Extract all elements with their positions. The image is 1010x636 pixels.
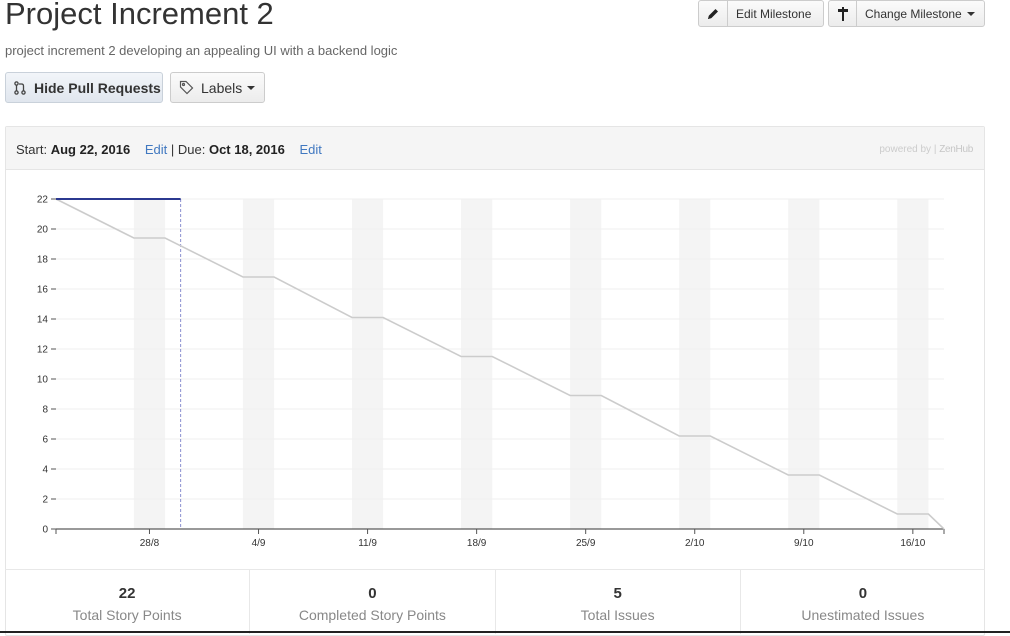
weekend-band: [679, 199, 711, 529]
stat-value: 22: [118, 585, 136, 602]
weekend-band: [570, 199, 602, 529]
due-label: Due:: [177, 142, 206, 157]
due-date: Oct 18, 2016: [208, 142, 285, 157]
x-tick-label: 11/9: [358, 538, 377, 549]
zenhub-logo: ZenHub: [939, 144, 973, 155]
labels-label: Labels: [201, 79, 243, 96]
change-milestone-button[interactable]: Change Milestone: [828, 0, 985, 27]
y-tick-label: 12: [37, 345, 49, 356]
x-tick-label: 25/9: [576, 538, 596, 549]
weekend-band: [788, 199, 820, 529]
stat-value: 0: [368, 585, 377, 602]
y-tick-label: 6: [42, 435, 48, 446]
y-tick-label: 4: [42, 465, 48, 476]
y-tick-label: 20: [37, 225, 49, 236]
weekend-band: [461, 199, 493, 529]
y-tick-label: 10: [37, 375, 49, 386]
tag-icon: [171, 73, 201, 102]
stat-total-issues: 5 Total Issues: [496, 570, 741, 634]
weekend-band: [133, 199, 166, 529]
burndown-header: Start: Aug 22, 2016 Edit | Due: Oct 18, …: [6, 127, 984, 170]
labels-dropdown[interactable]: Labels: [170, 72, 265, 103]
edit-due-link[interactable]: Edit: [299, 142, 322, 157]
x-tick-label: 28/8: [140, 538, 160, 549]
weekend-band: [242, 199, 275, 529]
y-tick-label: 0: [42, 525, 48, 536]
edit-milestone-label: Edit Milestone: [736, 6, 812, 21]
x-tick-label: 18/9: [467, 538, 487, 549]
burndown-panel: Start: Aug 22, 2016 Edit | Due: Oct 18, …: [5, 126, 985, 636]
pencil-icon: [699, 1, 728, 26]
edit-milestone-button[interactable]: Edit Milestone: [698, 0, 824, 27]
x-tick-label: 9/10: [794, 538, 814, 549]
powered-by-text: powered by |: [879, 144, 937, 155]
y-tick-label: 18: [37, 255, 49, 266]
stat-completed-story-points: 0 Completed Story Points: [250, 570, 496, 634]
powered-by-zenhub[interactable]: powered by | ZenHub: [879, 144, 973, 155]
y-tick-label: 16: [37, 285, 49, 296]
x-tick-label: 2/10: [685, 538, 705, 549]
weekend-band: [352, 199, 384, 529]
y-tick-label: 8: [42, 405, 48, 416]
y-tick-label: 2: [42, 495, 48, 506]
stat-value: 0: [858, 585, 868, 602]
x-tick-label: 4/9: [252, 538, 266, 549]
pull-request-icon: [6, 73, 34, 102]
burndown-chart: 0 2 4 6 8 10 12 14 16 18 20 22 28/8 4/9 11/9 18/9 25/9 2/…: [37, 195, 945, 549]
milestone-dates: Start: Aug 22, 2016 Edit | Due: Oct 18, …: [16, 142, 322, 157]
stat-label: Total Story Points: [72, 607, 182, 623]
stat-label: Unestimated Issues: [801, 607, 925, 623]
stat-unestimated-issues: 0 Unestimated Issues: [741, 570, 985, 634]
weekend-band: [897, 199, 929, 529]
chevron-down-icon: [966, 11, 975, 16]
edit-start-link[interactable]: Edit: [144, 142, 168, 157]
start-date: Aug 22, 2016: [50, 142, 131, 157]
y-tick-label: 14: [37, 315, 49, 326]
date-separator: |: [170, 142, 175, 157]
stat-label: Total Issues: [580, 607, 655, 623]
hide-pull-requests-button[interactable]: Hide Pull Requests: [5, 72, 163, 103]
bottom-border: [0, 631, 1010, 633]
stat-total-story-points: 22 Total Story Points: [5, 570, 251, 634]
hide-pull-requests-label: Hide Pull Requests: [34, 79, 161, 96]
start-label: Start:: [16, 142, 48, 157]
change-milestone-label: Change Milestone: [865, 6, 962, 21]
milestone-description: project increment 2 developing an appeal…: [5, 43, 398, 58]
stat-label: Completed Story Points: [298, 607, 446, 623]
milestone-stats: 22 Total Story Points 0 Completed Story …: [5, 569, 985, 634]
y-tick-label: 22: [37, 195, 49, 206]
stat-value: 5: [613, 585, 622, 602]
milestone-title: Project Increment 2: [5, 0, 274, 31]
x-tick-label: 16/10: [900, 538, 925, 549]
milestone-signpost-icon: [829, 1, 857, 26]
ideal-burndown-line: [55, 198, 945, 530]
chevron-down-icon: [247, 85, 256, 90]
